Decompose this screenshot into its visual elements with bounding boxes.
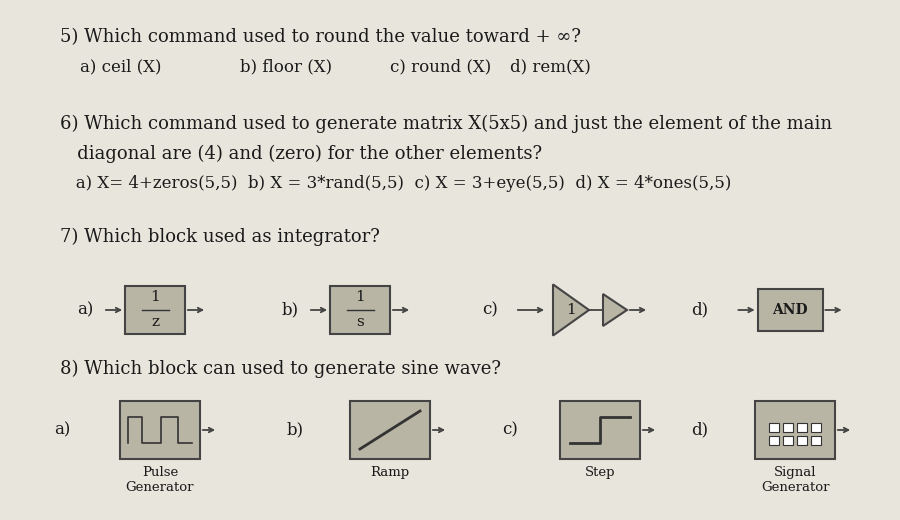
- Bar: [330, 286, 390, 334]
- Bar: [770, 423, 778, 433]
- Text: c): c): [502, 422, 518, 438]
- Text: Step: Step: [585, 466, 616, 479]
- Bar: [797, 436, 807, 446]
- Polygon shape: [603, 294, 627, 326]
- Text: Ramp: Ramp: [371, 466, 410, 479]
- Text: 6) Which command used to generate matrix X(5x5) and just the element of the main: 6) Which command used to generate matrix…: [60, 115, 832, 133]
- Bar: [758, 289, 823, 331]
- Bar: [120, 401, 200, 459]
- Text: 1: 1: [150, 290, 160, 304]
- Text: 7) Which block used as integrator?: 7) Which block used as integrator?: [60, 228, 380, 246]
- Text: Signal
Generator: Signal Generator: [760, 466, 829, 494]
- Polygon shape: [553, 284, 589, 335]
- Text: c): c): [482, 302, 498, 318]
- Text: s: s: [356, 315, 364, 329]
- Bar: [811, 423, 821, 433]
- Bar: [755, 401, 835, 459]
- Bar: [783, 423, 793, 433]
- Text: AND: AND: [772, 303, 808, 317]
- Text: a) X= 4+zeros(5,5)  b) X = 3*rand(5,5)  c) X = 3+eye(5,5)  d) X = 4*ones(5,5): a) X= 4+zeros(5,5) b) X = 3*rand(5,5) c)…: [60, 175, 732, 192]
- Text: 8) Which block can used to generate sine wave?: 8) Which block can used to generate sine…: [60, 360, 501, 378]
- Bar: [783, 436, 793, 446]
- Bar: [770, 436, 778, 446]
- Bar: [350, 401, 430, 459]
- Text: a): a): [76, 302, 94, 318]
- Text: c) round (X): c) round (X): [390, 58, 491, 75]
- Text: diagonal are (4) and (zero) for the other elements?: diagonal are (4) and (zero) for the othe…: [60, 145, 542, 163]
- Text: b): b): [282, 302, 299, 318]
- Text: a): a): [54, 422, 70, 438]
- Text: 5) Which command used to round the value toward + ∞?: 5) Which command used to round the value…: [60, 28, 581, 46]
- Bar: [560, 401, 640, 459]
- Text: 1: 1: [566, 303, 576, 317]
- Text: d): d): [691, 302, 708, 318]
- Text: b): b): [286, 422, 303, 438]
- Bar: [811, 436, 821, 446]
- Text: 1: 1: [356, 290, 364, 304]
- Text: b) floor (X): b) floor (X): [240, 58, 332, 75]
- Bar: [797, 423, 807, 433]
- Text: a) ceil (X): a) ceil (X): [80, 58, 161, 75]
- Text: Pulse
Generator: Pulse Generator: [126, 466, 194, 494]
- Bar: [125, 286, 185, 334]
- Text: d) rem(X): d) rem(X): [510, 58, 591, 75]
- Text: d): d): [691, 422, 708, 438]
- Text: z: z: [151, 315, 159, 329]
